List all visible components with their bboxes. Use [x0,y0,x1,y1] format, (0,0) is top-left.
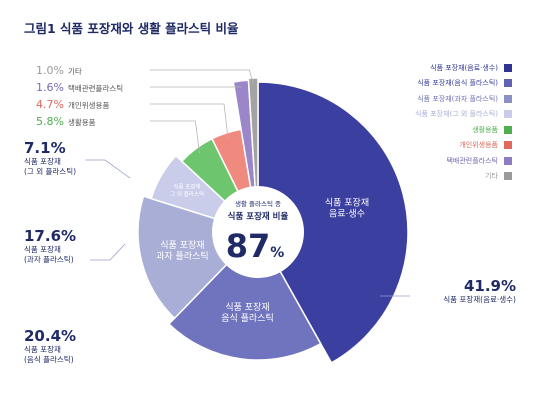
legend-label: 식품 포장재(음식 플라스틱) [417,79,498,88]
legend-label: 개인위생용품 [459,141,498,150]
legend-label: 생활용품 [472,125,498,134]
side-label-meal-pct: 20.4% [24,327,77,345]
side-label-other-food: 7.1% 식품 포장재 (그 외 플라스틱) [24,140,76,177]
slice-label-snack: 식품 포장재 [160,240,204,251]
top-label-etc-name: 기타 [67,67,82,76]
top-label-etc-pct: 1.0% [36,64,64,77]
top-label-delivery-pct: 1.6% [36,81,64,94]
side-label-other-food-name2: (그 외 플라스틱) [24,167,77,176]
slice-label-drinks: 식품 포장재 [325,197,369,208]
leader-line-etc [150,69,254,85]
top-label-delivery-name: 택배관련플라스틱 [67,84,124,93]
leader-line-other-food [85,159,131,179]
leader-line-hygiene [150,103,229,139]
legend: 식품 포장재(음료·생수) 식품 포장재(음식 플라스틱) 식품 포장재(과자 … [392,60,512,184]
top-label-delivery: 1.6% 택배관련플라스틱 [36,81,123,95]
center-line2: 식품 포장재 비율 [228,211,289,222]
legend-swatch [504,94,512,103]
legend-swatch [504,79,512,88]
legend-label: 식품 포장재(음료·생수) [430,63,498,72]
side-label-snack-name1: 식품 포장재 [24,245,61,254]
legend-item-delivery: 택배관련플라스틱 [392,153,512,169]
top-label-hygiene-name: 개인위생용품 [67,101,110,110]
legend-item-other-food: 식품 포장재(그 외 플라스틱) [392,107,512,123]
legend-swatch [504,63,512,72]
center-circle [212,186,304,278]
side-label-snack: 17.6% 식품 포장재 (과자 플라스틱) [24,228,76,265]
top-label-household: 5.8% 생활용품 [36,115,96,129]
legend-label: 기타 [485,172,498,181]
top-label-hygiene: 4.7% 개인위생용품 [36,98,109,112]
legend-item-meal: 식품 포장재(음식 플라스틱) [392,76,512,92]
chart-title: 그림1 식품 포장재와 생활 플라스틱 비율 [24,21,239,36]
pie-slice-meal [167,230,322,361]
side-label-other-food-name1: 식품 포장재 [24,157,61,166]
legend-swatch [504,172,512,181]
legend-item-hygiene: 개인위생용품 [392,138,512,154]
slice-label-other-food: 식품 포장재 [174,183,201,191]
leader-line-snack [90,243,126,261]
legend-label: 식품 포장재(과자 플라스틱) [417,94,498,103]
legend-label: 택배관련플라스틱 [446,156,498,165]
pie-slice-drinks [257,81,409,364]
legend-swatch [504,156,512,165]
top-label-household-pct: 5.8% [36,115,64,128]
legend-label: 식품 포장재(그 외 플라스틱) [415,110,498,119]
center-line1: 생활 플라스틱 중 [235,199,281,208]
center-value: 87% [226,227,285,265]
side-label-meal-name2: (음식 플라스틱) [24,355,74,364]
legend-swatch [504,125,512,134]
side-label-drinks-name: 식품 포장재(음료·생수) [443,295,516,304]
legend-item-drinks: 식품 포장재(음료·생수) [392,60,512,76]
top-label-hygiene-pct: 4.7% [36,98,64,111]
legend-item-household: 생활용품 [392,122,512,138]
slice-label-meal: 음식 플라스틱 [221,312,274,324]
side-label-drinks-pct: 41.9% [463,277,516,295]
top-label-etc: 1.0% 기타 [36,64,82,78]
legend-item-etc: 기타 [392,169,512,185]
top-label-household-name: 생활용품 [67,118,96,127]
leader-line-household [150,120,200,154]
side-label-meal-name1: 식품 포장재 [24,345,61,354]
slice-label-snack: 과자 플라스틱 [156,250,209,262]
legend-swatch [504,110,512,119]
legend-item-snack: 식품 포장재(과자 플라스틱) [392,91,512,107]
side-label-other-food-pct: 7.1% [24,139,66,157]
slice-label-drinks: 음료·생수 [329,208,365,219]
slice-label-other-food: 그 외 플라스틱 [170,190,204,198]
side-label-drinks: 41.9% 식품 포장재(음료·생수) [418,278,516,305]
side-label-snack-pct: 17.6% [24,227,77,245]
slice-label-meal: 식품 포장재 [225,302,269,313]
side-label-meal: 20.4% 식품 포장재 (음식 플라스틱) [24,328,76,365]
legend-swatch [504,141,512,150]
side-label-snack-name2: (과자 플라스틱) [24,255,74,264]
